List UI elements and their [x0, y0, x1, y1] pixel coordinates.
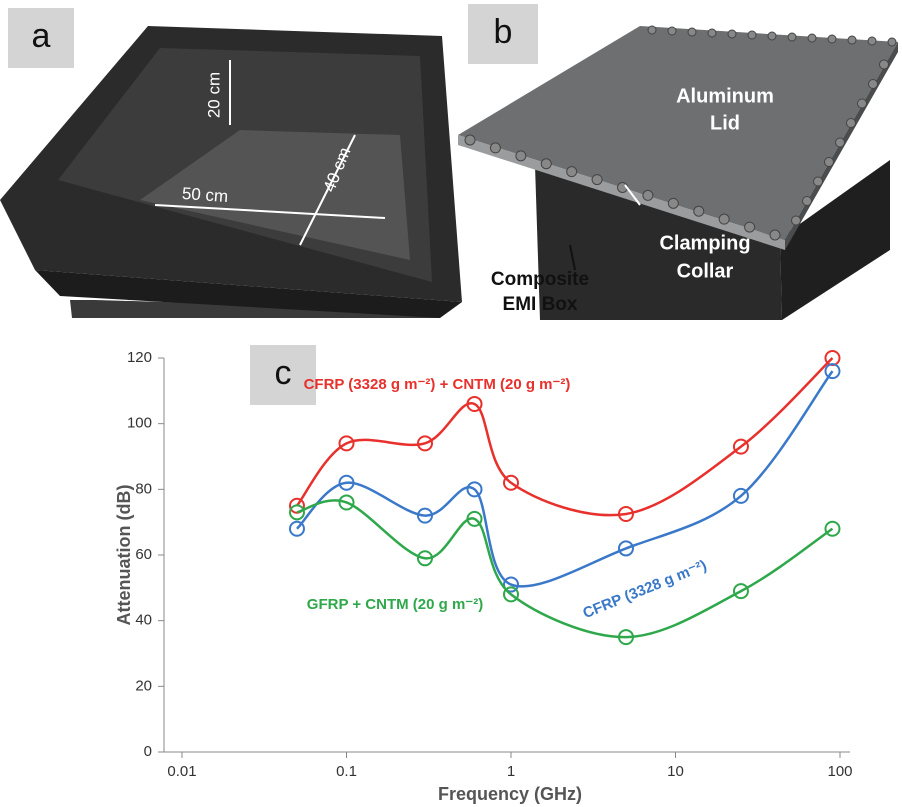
bolt	[465, 135, 475, 145]
bolt	[745, 222, 755, 232]
panel-label: b	[494, 13, 513, 51]
x-tick-label: 0.1	[336, 763, 357, 780]
bolt	[728, 30, 736, 38]
series-line	[297, 371, 832, 586]
box-label: Composite	[491, 269, 589, 290]
x-tick-label: 1	[507, 763, 515, 780]
figure: 20 cm 40 cm 50 cm a Aluminum Lid Clampin…	[0, 0, 902, 807]
lid-label: Lid	[710, 112, 740, 134]
bolt	[567, 167, 577, 177]
series-line	[297, 500, 832, 637]
bolt	[688, 28, 696, 36]
bolt	[668, 198, 678, 208]
bolt	[768, 32, 776, 40]
panel-label: c	[275, 354, 292, 392]
bolt	[828, 35, 836, 43]
bolt	[648, 26, 656, 34]
photo-a	[0, 26, 462, 318]
bolt	[748, 31, 756, 39]
bolt	[788, 33, 796, 41]
bolt	[858, 99, 867, 108]
bolt	[880, 60, 889, 69]
series-label: GFRP + CNTM (20 g m⁻²)	[307, 596, 483, 613]
dimension-label: 50 cm	[181, 184, 229, 206]
data-point	[825, 364, 839, 378]
bolt	[592, 175, 602, 185]
lid-label: Aluminum	[676, 85, 774, 107]
panel-label: a	[32, 17, 51, 55]
y-tick-label: 60	[135, 546, 152, 563]
bolt	[814, 177, 823, 186]
bolt	[668, 27, 676, 35]
bolt	[770, 230, 780, 240]
chart: 0 20 40 60 80 100 120 0.01 0.1 1 10 100 CFRP (3328 g…	[127, 349, 853, 780]
y-axis-title: Attenuation (dB)	[114, 485, 134, 626]
y-tick-label: 20	[135, 677, 152, 694]
bolt	[792, 216, 801, 225]
bolt	[869, 80, 878, 89]
x-tick-label: 10	[667, 763, 684, 780]
y-tick-label: 80	[135, 480, 152, 497]
y-tick-label: 0	[144, 743, 152, 760]
bolt	[825, 158, 834, 167]
bolt	[719, 214, 729, 224]
page: 20 cm 40 cm 50 cm a Aluminum Lid Clampin…	[0, 0, 902, 807]
bolt	[694, 206, 704, 216]
series-label: CFRP (3328 g m⁻²) + CNTM (20 g m⁻²)	[304, 376, 571, 393]
bolt	[516, 151, 526, 161]
bolt	[541, 159, 551, 169]
bolt	[836, 138, 845, 147]
bolt	[868, 37, 876, 45]
bolt	[490, 143, 500, 153]
bolt	[803, 197, 812, 206]
bolt	[708, 29, 716, 37]
bolt	[888, 38, 896, 46]
collar-label: Clamping	[659, 232, 750, 254]
bolt	[847, 119, 856, 128]
dimension-label: 20 cm	[204, 72, 223, 118]
bolt	[808, 34, 816, 42]
box-label: EMI Box	[503, 294, 578, 315]
y-tick-label: 100	[127, 415, 152, 432]
x-tick-label: 0.01	[167, 763, 196, 780]
y-tick-label: 40	[135, 612, 152, 629]
series-label: CFRP (3328 g m⁻²)	[580, 557, 709, 622]
x-axis-title: Frequency (GHz)	[438, 784, 582, 804]
y-tick-label: 120	[127, 349, 152, 366]
collar-label: Collar	[677, 260, 734, 282]
bolt	[643, 190, 653, 200]
x-tick-label: 100	[827, 763, 852, 780]
bolt	[848, 36, 856, 44]
